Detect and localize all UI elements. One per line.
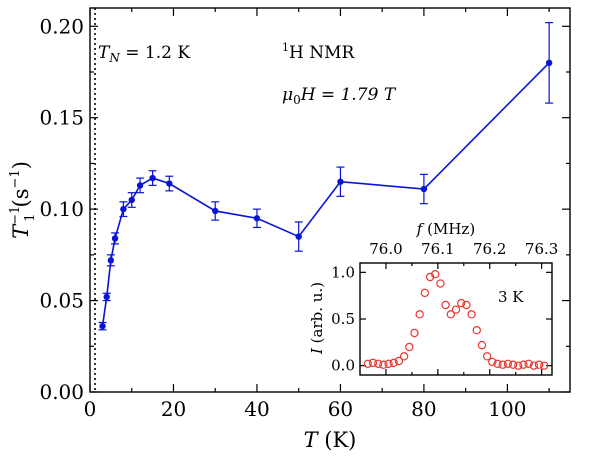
- inset-x-tick-label: 76.1: [421, 240, 454, 258]
- main-data-series: [98, 22, 554, 331]
- main-x-tick-label: 80: [411, 397, 436, 421]
- inset-temperature-annotation: 3 K: [498, 288, 524, 306]
- data-point: [212, 207, 219, 215]
- inset-data-point: [405, 342, 414, 352]
- inset-data-point: [482, 352, 492, 361]
- main-axis-ticks: 0 20 40 60 80 100 0.00 0.05 0.10 0.15 0.20: [39, 8, 570, 421]
- inset-data-point: [436, 279, 445, 288]
- data-point: [253, 215, 261, 222]
- inset-data-point: [524, 359, 533, 368]
- inset-x-axis-label: f (MHz): [416, 220, 475, 238]
- inset-data-point: [446, 310, 456, 319]
- inset-data-point: [467, 310, 476, 319]
- inset-data-point: [373, 359, 383, 368]
- data-point: [420, 185, 428, 193]
- inset-data-point: [508, 360, 518, 369]
- inset-y-axis-label: I (arb. u.): [308, 282, 326, 355]
- inset-data-point: [498, 360, 507, 369]
- main-x-tick-label: 60: [328, 397, 353, 421]
- data-point: [166, 180, 173, 187]
- inset-data-point: [431, 270, 440, 279]
- inset-data-point: [410, 328, 419, 338]
- inset-y-tick-label: 0.0: [331, 357, 355, 375]
- inset-y-tick-label: 0.5: [331, 310, 355, 328]
- inset-data-point: [472, 326, 481, 335]
- inset-y-tick-label: 1.0: [331, 263, 355, 281]
- nmr-nucleus-annotation: 1H NMR: [282, 41, 356, 63]
- inset-data-point: [415, 310, 424, 319]
- data-point: [337, 178, 344, 185]
- inset-data-point: [384, 359, 393, 368]
- data-point: [120, 205, 127, 213]
- main-y-tick-label: 0.00: [39, 380, 84, 404]
- inset-data-point: [503, 359, 513, 368]
- inset-data-point: [420, 288, 430, 298]
- main-x-axis-label: T (K): [304, 428, 357, 452]
- inset-data-point: [363, 359, 372, 368]
- data-point: [103, 293, 110, 301]
- inset-x-tick-label: 76.2: [473, 240, 506, 258]
- main-plot-frame: [89, 7, 571, 393]
- main-x-tick-label: 20: [161, 397, 186, 421]
- neel-temperature-annotation: TN = 1.2 K: [98, 43, 190, 65]
- field-annotation: μ0H = 1.79 T: [282, 85, 397, 107]
- inset-data-point: [493, 359, 502, 368]
- inset-data-point: [441, 300, 450, 310]
- data-point: [107, 257, 115, 264]
- inset-data-point: [534, 360, 544, 369]
- inset-data-point: [368, 358, 378, 368]
- inset-data-point: [394, 356, 404, 366]
- inset-data-point: [389, 358, 398, 368]
- inset-data-point: [519, 360, 528, 369]
- inset-data-point: [379, 360, 388, 369]
- inset-data-point: [514, 361, 523, 370]
- main-y-tick-label: 0.20: [39, 14, 84, 38]
- inset-data-point: [488, 357, 497, 367]
- inset-x-tick-label: 76.0: [369, 240, 402, 258]
- inset-data-point: [451, 305, 461, 314]
- main-y-tick-label: 0.10: [39, 197, 84, 221]
- inset-data-point: [540, 361, 549, 370]
- data-point: [149, 174, 156, 182]
- data-point: [295, 233, 302, 240]
- inset-background: [288, 263, 552, 375]
- main-x-tick-label: 0: [84, 397, 97, 421]
- inset-axis-ticks: 76.0 76.1 76.2 76.3 0.0 0.5 1.0: [331, 240, 558, 375]
- main-y-axis-label: T−11(s−1): [8, 161, 38, 239]
- inset-data-point: [456, 298, 466, 308]
- data-point: [111, 235, 119, 242]
- data-point: [136, 182, 144, 189]
- inset-data-point: [529, 361, 539, 370]
- main-y-tick-label: 0.15: [39, 106, 84, 130]
- main-x-tick-label: 100: [488, 397, 526, 421]
- inset-x-tick-label: 76.3: [525, 240, 558, 258]
- data-point: [99, 322, 106, 330]
- inset-data-series: [363, 270, 549, 370]
- inset-data-point: [399, 352, 409, 361]
- data-point: [545, 59, 553, 67]
- main-y-tick-label: 0.05: [39, 289, 84, 313]
- main-x-tick-label: 40: [244, 397, 269, 421]
- inset-data-point: [462, 300, 471, 310]
- inset-data-point: [477, 340, 487, 350]
- data-point: [128, 196, 135, 204]
